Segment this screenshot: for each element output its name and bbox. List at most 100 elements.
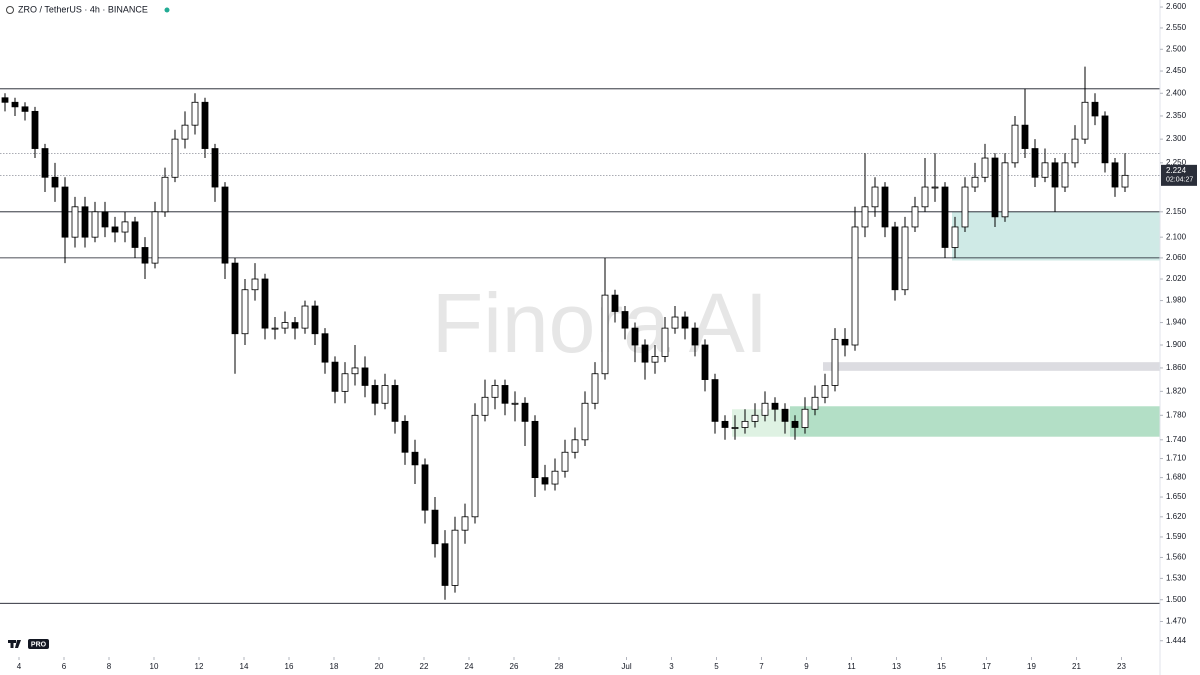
candle-body: [591, 373, 599, 404]
x-tick-label: 24: [465, 662, 474, 671]
x-tick-label: 26: [510, 662, 519, 671]
candle-body: [31, 110, 39, 149]
zone: [790, 406, 1160, 437]
candle-body: [881, 186, 889, 228]
x-tick-label: 4: [17, 662, 22, 671]
y-tick-label: 1.650: [1166, 492, 1187, 501]
candle-body: [111, 226, 119, 233]
candle-body: [291, 322, 299, 329]
zone: [952, 211, 1160, 261]
candle-body: [561, 451, 569, 472]
candle-body: [71, 206, 79, 238]
candle-body: [211, 148, 219, 188]
x-tick-label: Jul: [621, 662, 631, 671]
last-price: 2.224: [1166, 166, 1187, 175]
candle-body: [301, 305, 309, 329]
candle-body: [391, 385, 399, 422]
x-tick-label: 23: [1117, 662, 1126, 671]
candle-body: [181, 124, 189, 140]
plot: [0, 66, 1160, 604]
candle-body: [861, 206, 869, 228]
candle-body: [731, 427, 739, 429]
y-tick-label: 2.150: [1166, 207, 1187, 216]
candle-body: [1071, 138, 1079, 164]
candle-body: [1111, 162, 1119, 188]
candle-body: [271, 327, 279, 330]
candle-body: [1061, 162, 1069, 188]
logo: PRO: [8, 639, 49, 649]
candle-body: [831, 338, 839, 386]
candle-body: [481, 396, 489, 416]
x-tick-label: 28: [555, 662, 564, 671]
candle-body: [431, 509, 439, 545]
candle-body: [321, 333, 329, 363]
candle-body: [131, 221, 139, 248]
candle-body: [711, 379, 719, 422]
candle-body: [1021, 124, 1029, 149]
candle-body: [991, 157, 999, 218]
x-tick-label: 15: [937, 662, 946, 671]
y-tick-label: 1.820: [1166, 386, 1187, 395]
candle-body: [21, 106, 29, 112]
y-tick-label: 1.680: [1166, 473, 1187, 482]
candle-body: [531, 420, 539, 479]
candle-body: [691, 327, 699, 346]
y-tick-label: 1.940: [1166, 318, 1187, 327]
y-tick-label: 1.900: [1166, 340, 1187, 349]
y-tick-label: 1.710: [1166, 454, 1187, 463]
x-tick-label: 11: [847, 662, 856, 671]
candle-body: [341, 373, 349, 392]
x-tick-label: 19: [1027, 662, 1036, 671]
candle-body: [781, 408, 789, 422]
candle-body: [841, 338, 849, 346]
x-tick-label: 16: [285, 662, 294, 671]
candle-body: [1091, 101, 1099, 117]
candle-body: [61, 186, 69, 238]
candle-body: [41, 148, 49, 178]
candle-body: [141, 247, 149, 264]
candle-body: [501, 385, 509, 404]
candle-body: [891, 226, 899, 291]
candle-body: [631, 327, 639, 346]
x-tick-label: 7: [759, 662, 764, 671]
candle-body: [771, 402, 779, 410]
x-tick-label: 14: [240, 662, 249, 671]
candle-body: [901, 226, 909, 291]
candle-body: [1, 97, 9, 103]
logo-text: PRO: [31, 641, 47, 648]
x-tick-label: 20: [375, 662, 384, 671]
candle-body: [451, 529, 459, 586]
candle-body: [961, 186, 969, 228]
candle-body: [401, 420, 409, 453]
x-tick-label: 5: [714, 662, 719, 671]
status-dot: [164, 7, 170, 13]
candle-body: [361, 367, 369, 386]
y-tick-label: 1.470: [1166, 617, 1187, 626]
x-tick-label: 3: [669, 662, 674, 671]
candle-body: [471, 414, 479, 518]
candle-body: [91, 211, 99, 238]
candle-body: [491, 385, 499, 398]
y-tick-label: 1.620: [1166, 512, 1187, 521]
x-tick-label: 21: [1072, 662, 1081, 671]
y-tick-label: 2.020: [1166, 274, 1187, 283]
y-tick-label: 2.300: [1166, 134, 1187, 143]
candle-body: [951, 226, 959, 248]
symbol-icon: [6, 6, 14, 14]
candle-body: [521, 402, 529, 422]
candle-body: [101, 211, 109, 228]
candle-body: [441, 543, 449, 586]
candle-body: [1101, 115, 1109, 164]
y-tick-label: 2.600: [1166, 2, 1187, 11]
y-tick-label: 1.530: [1166, 573, 1187, 582]
y-tick-label: 2.250: [1166, 158, 1187, 167]
candle-body: [801, 408, 809, 428]
candle-body: [261, 278, 269, 329]
candle-body: [851, 226, 859, 346]
y-tick-label: 2.350: [1166, 111, 1187, 120]
candle-body: [351, 367, 359, 375]
candle-body: [1051, 162, 1059, 188]
candle-body: [381, 385, 389, 404]
candle-body: [871, 186, 879, 208]
